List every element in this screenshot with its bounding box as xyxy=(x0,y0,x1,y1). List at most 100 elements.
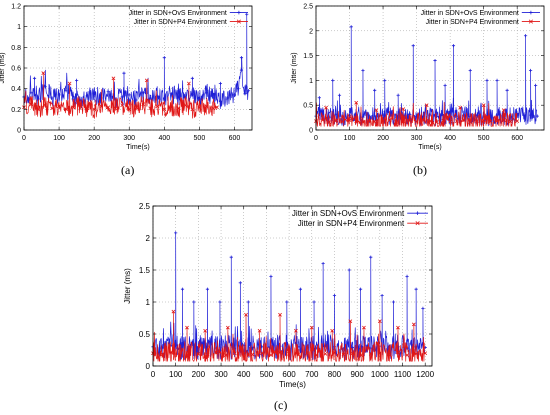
data-point-marker xyxy=(458,105,463,110)
data-point-marker xyxy=(407,118,412,123)
data-point-marker xyxy=(186,81,191,86)
legend-label-0: Jitter in SDN+OvS Environment xyxy=(292,209,405,218)
data-point-marker xyxy=(36,107,40,112)
data-point-marker xyxy=(391,300,396,304)
data-point-marker xyxy=(374,119,379,124)
data-point-marker xyxy=(36,97,40,101)
data-point-marker xyxy=(50,106,54,111)
data-point-marker xyxy=(218,81,223,86)
data-point-marker xyxy=(401,119,406,123)
data-point-marker xyxy=(169,105,174,110)
data-point-marker xyxy=(171,309,176,314)
series-line-1 xyxy=(315,102,518,127)
y-tick-label: 0.4 xyxy=(11,86,21,93)
data-point-marker xyxy=(369,255,373,259)
caption-c: (c) xyxy=(274,398,288,412)
data-point-marker xyxy=(468,120,473,124)
legend-label-1: Jitter in SDN+P4 Environment xyxy=(134,19,227,26)
data-point-marker xyxy=(347,118,352,122)
data-point-marker xyxy=(113,106,118,111)
x-tick-label: 200 xyxy=(377,135,389,142)
data-point-marker xyxy=(347,268,351,272)
y-tick-label: 0.5 xyxy=(303,103,313,110)
data-point-marker xyxy=(354,100,359,105)
x-tick-label: 300 xyxy=(411,135,423,142)
legend-marker-0 xyxy=(529,10,533,15)
data-point-marker xyxy=(205,287,210,291)
x-tick-label: 400 xyxy=(158,135,170,142)
data-point-marker xyxy=(383,78,387,82)
data-point-marker xyxy=(218,300,222,304)
data-point-marker xyxy=(144,78,149,83)
data-point-marker xyxy=(92,107,97,112)
data-point-marker xyxy=(229,255,233,259)
data-point-marker xyxy=(495,78,499,82)
data-point-marker xyxy=(320,118,325,122)
data-point-marker xyxy=(241,351,246,356)
data-point-marker xyxy=(223,353,228,358)
data-point-marker xyxy=(349,25,353,29)
x-tick-label: 100 xyxy=(344,135,356,142)
caption-b: (b) xyxy=(413,163,427,177)
data-point-marker xyxy=(214,350,219,355)
data-point-marker xyxy=(92,92,96,96)
data-point-marker xyxy=(204,91,208,95)
data-point-marker xyxy=(323,351,328,356)
x-tick-label: 0 xyxy=(151,370,156,379)
x-axis-label: Time(s) xyxy=(126,144,149,151)
data-point-marker xyxy=(377,319,382,324)
data-point-marker xyxy=(75,78,79,82)
data-point-marker xyxy=(259,351,264,356)
data-point-marker xyxy=(215,105,219,110)
data-point-marker xyxy=(421,306,425,310)
data-point-marker xyxy=(461,118,466,122)
x-tick-label: 1000 xyxy=(371,370,389,379)
data-point-marker xyxy=(433,58,437,63)
x-tick-label: 1200 xyxy=(416,370,434,379)
data-point-marker xyxy=(29,91,33,95)
data-point-marker xyxy=(448,119,453,124)
data-point-marker xyxy=(414,351,419,356)
data-point-marker xyxy=(468,68,472,73)
series-markers-1 xyxy=(22,71,219,112)
chart-2: 0 100 200 300 400 500 600 700 800 900 1000 1100 1200… xyxy=(123,202,434,389)
y-tick-label: 0 xyxy=(146,362,151,371)
y-axis-label: Jitter (ms) xyxy=(0,52,6,83)
series-markers-1 xyxy=(151,309,428,358)
data-point-marker xyxy=(341,352,346,357)
y-tick-label: 2.5 xyxy=(139,202,151,211)
x-tick-label: 600 xyxy=(511,135,523,142)
x-tick-label: 500 xyxy=(194,135,206,142)
data-point-marker xyxy=(421,118,426,122)
y-tick-label: 1 xyxy=(146,298,151,307)
data-point-marker xyxy=(377,351,382,356)
legend-marker-1 xyxy=(415,221,420,226)
data-point-marker xyxy=(296,345,300,349)
data-point-marker xyxy=(361,120,365,124)
data-point-marker xyxy=(148,106,153,111)
data-point-marker xyxy=(528,68,533,73)
data-point-marker xyxy=(454,119,459,123)
data-point-marker xyxy=(327,120,332,124)
data-point-marker xyxy=(337,93,342,97)
data-point-marker xyxy=(411,44,415,48)
x-tick-label: 500 xyxy=(260,370,274,379)
y-tick-label: 0.2 xyxy=(11,107,21,114)
data-point-marker xyxy=(411,322,416,327)
data-point-marker xyxy=(232,351,237,356)
data-point-marker xyxy=(374,108,379,113)
data-point-marker xyxy=(348,319,353,324)
data-point-marker xyxy=(508,119,513,124)
data-point-marker xyxy=(309,325,314,330)
data-point-marker xyxy=(218,99,223,103)
x-tick-label: 600 xyxy=(282,370,296,379)
data-point-marker xyxy=(32,76,37,80)
x-tick-label: 0 xyxy=(22,135,26,142)
data-point-marker xyxy=(78,103,83,108)
series-line-1 xyxy=(23,72,217,119)
x-tick-label: 400 xyxy=(444,135,456,142)
data-point-marker xyxy=(225,96,230,100)
data-point-marker xyxy=(278,312,282,317)
data-point-marker xyxy=(359,353,364,358)
data-point-marker xyxy=(287,351,291,356)
